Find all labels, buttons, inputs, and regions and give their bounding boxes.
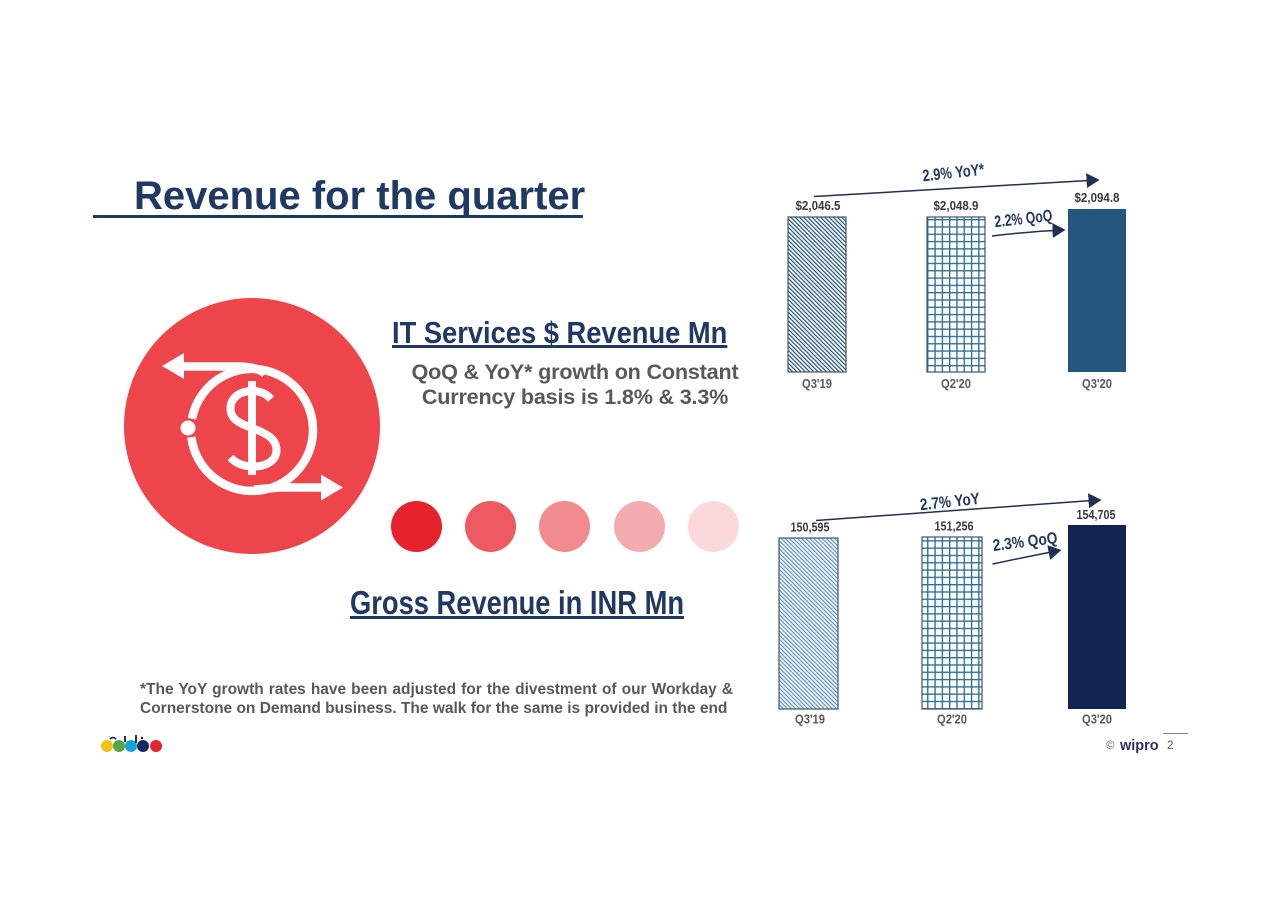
svg-text:2.7% YoY: 2.7% YoY [919, 490, 981, 514]
svg-text:150,595: 150,595 [791, 521, 830, 535]
svg-text:$2,046.5: $2,046.5 [796, 199, 841, 213]
svg-text:Q3'20: Q3'20 [1082, 377, 1112, 391]
svg-text:Q3'19: Q3'19 [802, 377, 832, 391]
svg-text:Q3'19: Q3'19 [795, 713, 825, 727]
svg-text:Q2'20: Q2'20 [941, 377, 971, 391]
svg-text:2.3% QoQ: 2.3% QoQ [992, 529, 1059, 555]
svg-text:2.9% YoY*: 2.9% YoY* [922, 161, 986, 186]
svg-text:$2,048.9: $2,048.9 [934, 199, 979, 213]
svg-text:2.2% QoQ: 2.2% QoQ [994, 207, 1054, 231]
svg-text:Q2'20: Q2'20 [937, 713, 967, 727]
svg-text:154,705: 154,705 [1077, 508, 1116, 522]
svg-text:Q3'20: Q3'20 [1082, 713, 1112, 727]
svg-text:$2,094.8: $2,094.8 [1075, 191, 1120, 205]
svg-text:151,256: 151,256 [935, 520, 974, 534]
